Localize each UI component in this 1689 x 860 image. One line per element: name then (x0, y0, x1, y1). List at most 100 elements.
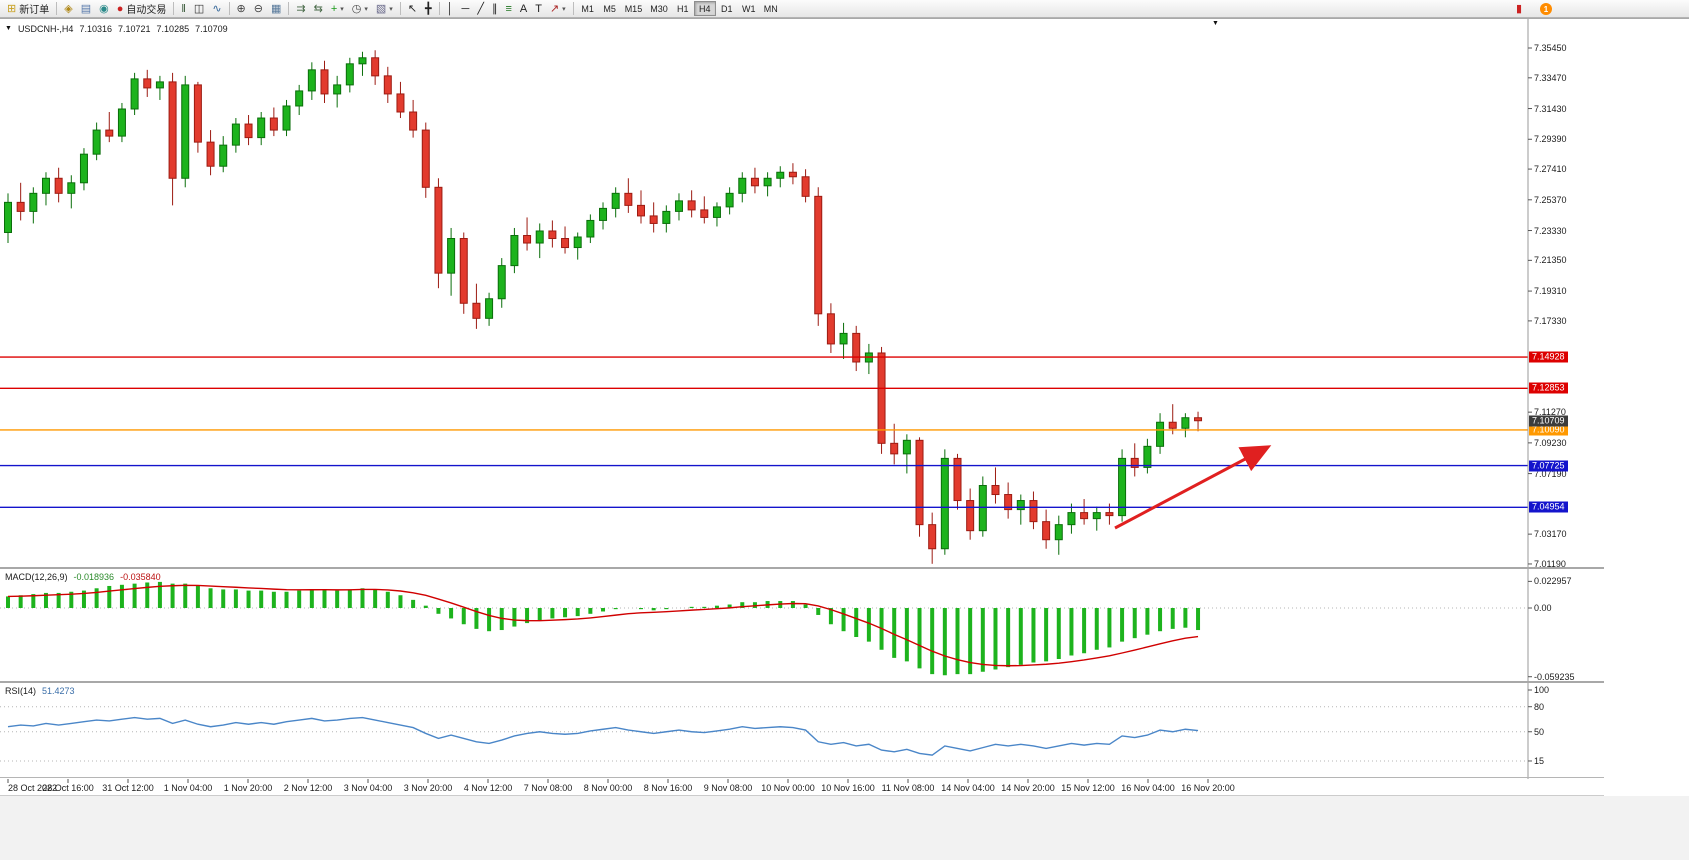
candle-body (1181, 417, 1190, 429)
timeframe-m5-button[interactable]: M5 (603, 3, 616, 14)
price-axis-label: 7.09230 (1534, 437, 1567, 448)
timeframe-h4-button[interactable]: H4 (693, 1, 716, 16)
notification-badge[interactable]: 1 (1540, 3, 1552, 15)
price-chart-canvas[interactable] (0, 19, 1689, 797)
time-axis-label: 28 Oct 2022 (8, 783, 58, 793)
candle-body (991, 484, 1000, 496)
time-axis[interactable]: 28 Oct 2022 28 Oct 16:00 31 Oct 12:00 1 Nov… (0, 780, 1528, 797)
candle-body (295, 90, 304, 107)
crosshair-icon: ╋ (425, 2, 432, 15)
signals-icon: ◉ (99, 2, 109, 15)
candle-body (1054, 524, 1063, 541)
candle-body (1067, 512, 1076, 526)
candle-body (54, 177, 63, 194)
chart-window: ▼ USDCNH-,H4 7.10316 7.10721 7.10285 7.1… (0, 18, 1689, 797)
indicators-button[interactable]: + ▾ (327, 1, 348, 17)
price-axis[interactable]: 7.35450 7.33470 7.31430 7.29390 7.27410 7.253… (1529, 19, 1604, 797)
candle-body (1194, 417, 1203, 422)
support-price-tag-2[interactable]: 7.04954 (1529, 501, 1568, 513)
price-axis-label: 7.27410 (1534, 164, 1567, 175)
candle-body (4, 201, 12, 233)
timeframe-h1-button[interactable]: H1 (676, 3, 689, 14)
candle-body (902, 439, 911, 455)
auto-scroll-icon: ⇉ (296, 2, 306, 15)
auto-scroll-button[interactable]: ⇉ (292, 1, 309, 17)
candlestick-chart-icon: ◫ (193, 2, 205, 15)
trend-arrow-object[interactable] (1114, 445, 1272, 530)
timeframe-m15-button[interactable]: M15 (624, 3, 643, 14)
alert-icon[interactable]: ▮ (1516, 3, 1523, 15)
cursor-icon: ↖ (407, 2, 418, 15)
metaeditor-button[interactable]: ◈ (60, 1, 76, 17)
equidistant-channel-button[interactable]: ∥ (488, 1, 502, 17)
candle-body (953, 457, 962, 502)
panel-resize-handle-macd[interactable] (0, 567, 1604, 569)
new-order-icon: ⊞ (7, 2, 17, 15)
candle-body (485, 298, 494, 319)
candlestick-chart-button[interactable]: ◫ (190, 1, 208, 17)
mid-zone-price-tag[interactable]: 7.10090 (1529, 424, 1568, 436)
indicators-icon: + (330, 2, 338, 15)
fibonacci-button[interactable]: ≡ (501, 1, 515, 17)
toolbar-separator (173, 2, 175, 15)
one-click-trading-expand-icon[interactable]: ▼ (5, 25, 12, 32)
support-price-tag-1[interactable]: 7.07725 (1529, 460, 1568, 472)
rsi-value: 51.4273 (42, 686, 75, 696)
price-axis-label: 7.33470 (1534, 72, 1567, 83)
candle-body (548, 230, 557, 240)
dropdown-caret-icon: ▾ (340, 5, 344, 13)
timeframe-d1-button[interactable]: D1 (720, 3, 733, 14)
chart-shift-button[interactable]: ⇆ (310, 1, 327, 17)
time-axis-label: 14 Nov 04:00 (941, 783, 995, 793)
timeframe-m1-button[interactable]: M1 (581, 3, 594, 14)
horizontal-line-button[interactable]: ─ (458, 1, 474, 17)
zoom-out-button[interactable]: ⊖ (250, 1, 267, 17)
candle-body (269, 117, 278, 131)
new-order-button[interactable]: ⊞ 新订单 (3, 1, 53, 17)
timeframe-m30-button[interactable]: M30 (650, 3, 668, 14)
cursor-button[interactable]: ↖ (404, 1, 421, 17)
timeframe-w1-button[interactable]: W1 (741, 3, 756, 14)
crosshair-button[interactable]: ╋ (421, 1, 436, 17)
candle-body (561, 238, 570, 249)
candle-body (649, 215, 658, 224)
time-axis-label: 11 Nov 08:00 (881, 783, 935, 793)
print-icon: ▤ (80, 2, 92, 15)
macd-signal-line (7, 584, 1199, 667)
time-axis-label: 2 Nov 12:00 (283, 783, 333, 793)
autotrading-button[interactable]: ● 自动交易 (113, 1, 171, 17)
arrows-tool-button[interactable]: ↗ ▾ (546, 1, 570, 17)
trendline-button[interactable]: ╱ (473, 1, 488, 17)
resistance-price-tag-1[interactable]: 7.14928 (1529, 351, 1568, 363)
line-chart-button[interactable]: ∿ (208, 1, 225, 17)
print-button[interactable]: ▤ (77, 1, 95, 17)
chart-shift-marker-icon[interactable]: ▼ (1212, 20, 1219, 27)
rsi-title: RSI(14) (5, 686, 37, 696)
text-button[interactable]: A (516, 1, 531, 17)
candle-body (662, 210, 671, 224)
candle-body (674, 200, 683, 212)
text-label-button[interactable]: T (531, 1, 546, 17)
bar-close-value: 7.10709 (195, 24, 228, 34)
macd-signal-value: -0.035840 (120, 572, 161, 582)
notification-badge-wrap: 1 (1540, 2, 1552, 16)
candle-body (472, 302, 481, 319)
periods-button[interactable]: ◷ ▾ (348, 1, 372, 17)
candle-body (738, 177, 747, 194)
templates-button[interactable]: ▧ ▾ (372, 1, 397, 17)
panel-resize-handle-rsi[interactable] (0, 681, 1604, 683)
timeframe-mn-button[interactable]: MN (763, 3, 778, 14)
resistance-price-tag-2[interactable]: 7.12853 (1529, 382, 1568, 394)
zoom-in-button[interactable]: ⊕ (233, 1, 250, 17)
symbol-header: ▼ USDCNH-,H4 7.10316 7.10721 7.10285 7.1… (5, 24, 228, 34)
vertical-line-button[interactable]: │ (443, 1, 458, 17)
symbol-title: USDCNH-,H4 (17, 24, 74, 34)
bar-open-value: 7.10316 (79, 24, 112, 34)
macd-title: MACD(12,26,9) (5, 572, 68, 582)
tile-windows-button[interactable]: ▦ (267, 1, 285, 17)
bar-chart-button[interactable]: ‖ (177, 1, 190, 17)
macd-axis-label: 0.00 (1534, 603, 1552, 613)
signals-button[interactable]: ◉ (95, 1, 113, 17)
candle-body (573, 236, 582, 249)
candle-body (750, 177, 759, 187)
